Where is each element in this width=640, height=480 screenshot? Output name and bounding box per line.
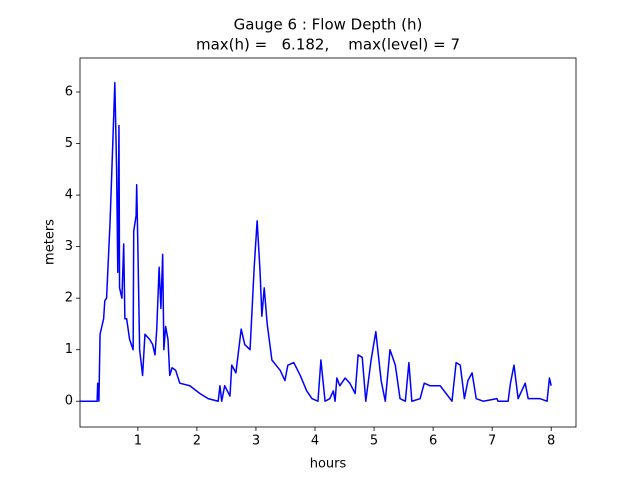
x-tick-label: 7 xyxy=(488,434,496,449)
y-tick-label: 2 xyxy=(65,291,73,306)
y-tick-label: 0 xyxy=(65,394,73,409)
y-tick-label: 5 xyxy=(65,136,73,151)
y-tick-label: 1 xyxy=(65,342,73,357)
x-axis-label: hours xyxy=(310,457,347,472)
x-tick-label: 4 xyxy=(311,434,319,449)
y-tick-label: 6 xyxy=(65,85,73,100)
x-tick-label: 5 xyxy=(370,434,378,449)
x-tick-label: 8 xyxy=(547,434,555,449)
chart-title: Gauge 6 : Flow Depth (h) xyxy=(234,16,423,34)
x-tick-label: 6 xyxy=(429,434,437,449)
x-tick-label: 1 xyxy=(134,434,142,449)
data-line xyxy=(80,81,552,402)
x-tick-label: 3 xyxy=(252,434,260,449)
y-axis-label: meters xyxy=(43,219,58,265)
y-tick-label: 4 xyxy=(65,188,73,203)
plot-frame xyxy=(79,57,577,428)
x-tick-label: 2 xyxy=(193,434,201,449)
y-tick-label: 3 xyxy=(65,239,73,254)
chart-subtitle: max(h) = 6.182, max(level) = 7 xyxy=(196,36,460,54)
